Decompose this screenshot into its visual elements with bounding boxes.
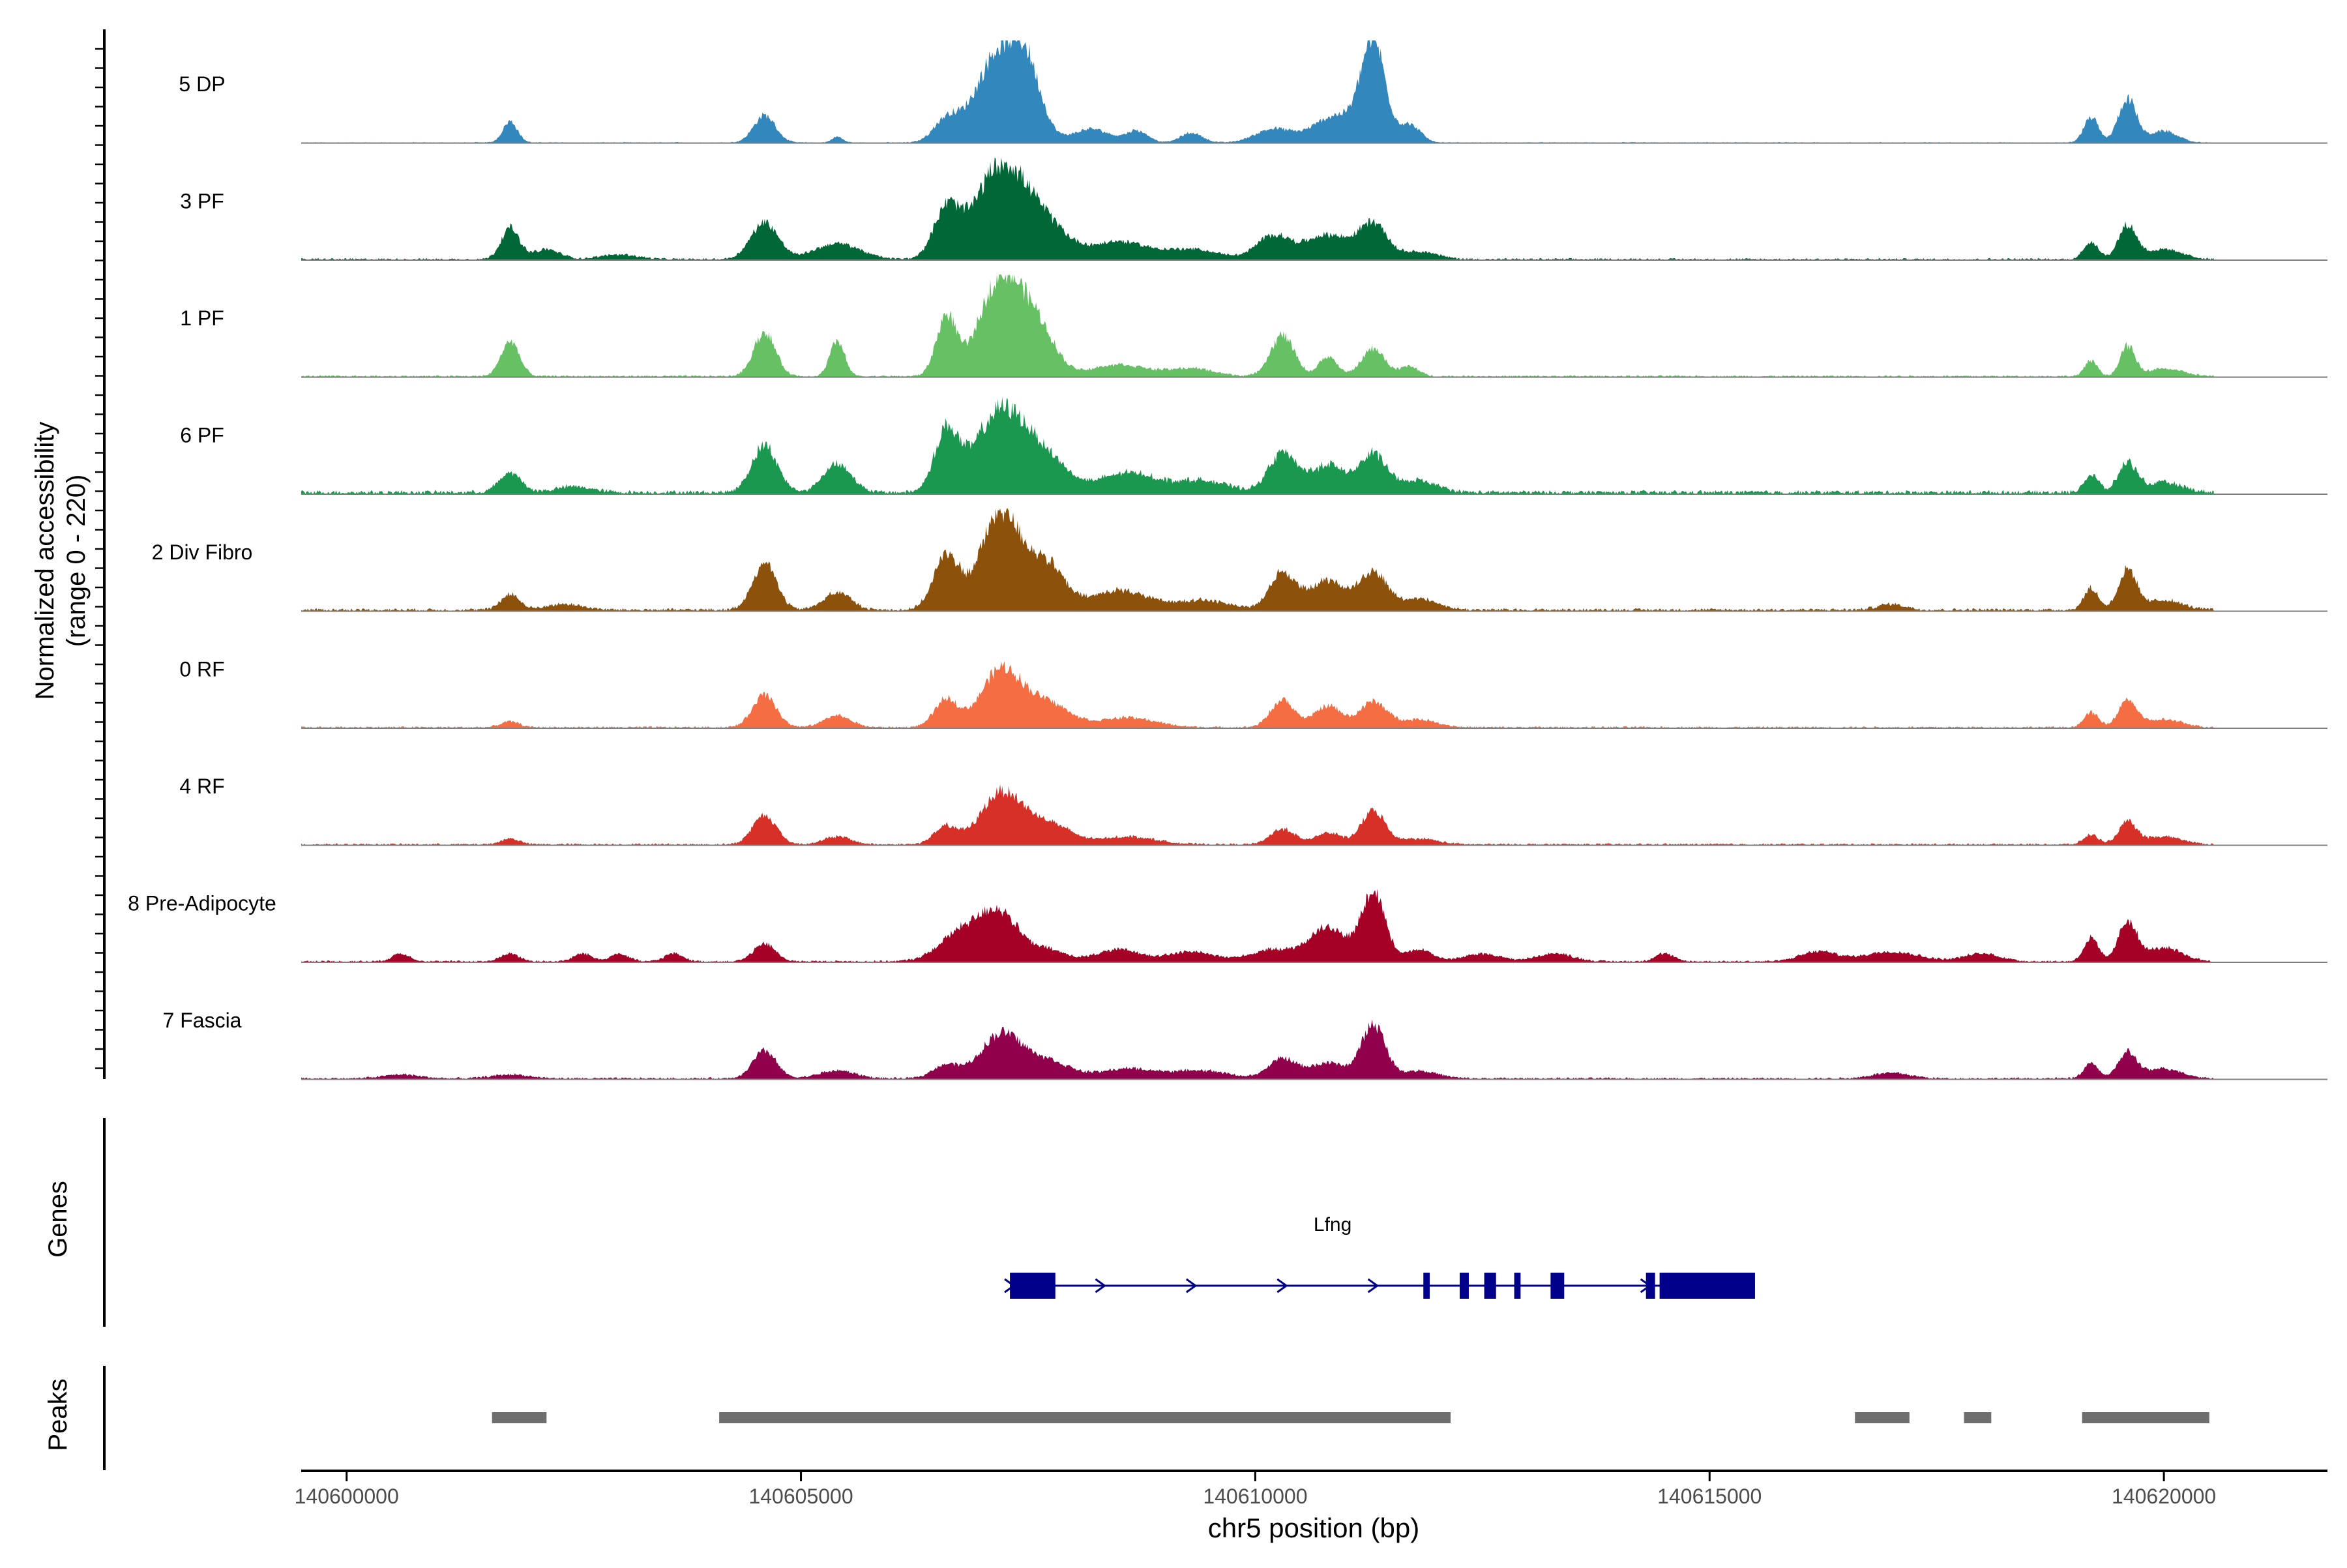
track-5-dp: 5 DP (179, 40, 2327, 144)
track-label: 7 Fascia (163, 1009, 242, 1032)
gene-annotation-track: Lfng (103, 1118, 1755, 1327)
strand-arrow (1367, 1278, 1380, 1294)
y-axis-label-line1: Normalized accessibility (31, 422, 59, 700)
strand-arrow (1095, 1278, 1107, 1294)
track-label: 6 PF (180, 424, 224, 447)
track-label: 3 PF (180, 190, 224, 213)
track-label: 1 PF (180, 306, 224, 330)
genes-panel-label: Genes (44, 1181, 72, 1258)
peak-region (1964, 1412, 1992, 1423)
peak-region (719, 1412, 1451, 1423)
gene-exon (1659, 1273, 1755, 1299)
track-label: 2 Div Fibro (152, 540, 253, 564)
gene-exon (1646, 1273, 1655, 1299)
track-label: 0 RF (179, 658, 224, 681)
x-tick-label: 140615000 (1657, 1485, 1762, 1508)
gene-exon (1459, 1273, 1469, 1299)
coverage-area (301, 40, 2214, 143)
gene-exon (1484, 1273, 1496, 1299)
coverage-area (301, 509, 2214, 612)
track-8-pre-adipocyte: 8 Pre-Adipocyte (128, 889, 2327, 963)
peak-region (2082, 1412, 2209, 1423)
x-axis: 140600000 140605000 140610000 140615000 1406… (295, 1470, 2327, 1508)
track-6-pf: 6 PF (180, 397, 2327, 495)
gene-exon (1423, 1273, 1430, 1299)
gene-exon (1550, 1273, 1565, 1299)
coverage-area (301, 661, 2214, 728)
coverage-area (301, 889, 2214, 962)
track-label: 5 DP (179, 72, 225, 96)
track-3-pf: 3 PF (180, 157, 2327, 261)
gene-exon (1514, 1273, 1521, 1299)
track-2-div-fibro: 2 Div Fibro (152, 509, 2327, 612)
track-label: 4 RF (179, 775, 224, 798)
coverage-area (301, 1019, 2214, 1080)
axes: Normalized accessibility (range 0 - 220)… (31, 29, 1419, 1543)
gene-name-label: Lfng (1314, 1214, 1351, 1235)
x-tick-label: 140620000 (2112, 1485, 2216, 1508)
track-1-pf: 1 PF (180, 274, 2327, 378)
strand-arrow (1185, 1278, 1198, 1294)
coverage-area (301, 157, 2214, 260)
x-tick-label: 140600000 (295, 1485, 399, 1508)
track-7-fascia: 7 Fascia (163, 1009, 2327, 1080)
track-label: 8 Pre-Adipocyte (128, 892, 276, 915)
coverage-tracks: 5 DP 3 PF 1 PF 6 PF 2 Div Fibro 0 RF 4 RF 8 Pre… (128, 40, 2327, 1080)
x-tick-label: 140610000 (1203, 1485, 1307, 1508)
coverage-area (301, 784, 2214, 846)
track-0-rf: 0 RF (179, 658, 2327, 729)
track-4-rf: 4 RF (179, 775, 2327, 846)
coverage-area (301, 274, 2214, 377)
x-tick-label: 140605000 (748, 1485, 853, 1508)
strand-arrow (1277, 1278, 1288, 1294)
peak-region-track (103, 1366, 2209, 1470)
peaks-panel-label: Peaks (44, 1378, 72, 1451)
gene-exon (1010, 1273, 1055, 1299)
y-axis-label-line2: (range 0 - 220) (62, 475, 91, 647)
x-axis-title: chr5 position (bp) (1208, 1513, 1420, 1543)
coverage-area (301, 397, 2214, 494)
peak-region (1855, 1412, 1910, 1423)
gene-lfng: Lfng (1004, 1214, 1755, 1299)
peak-region (492, 1412, 547, 1423)
